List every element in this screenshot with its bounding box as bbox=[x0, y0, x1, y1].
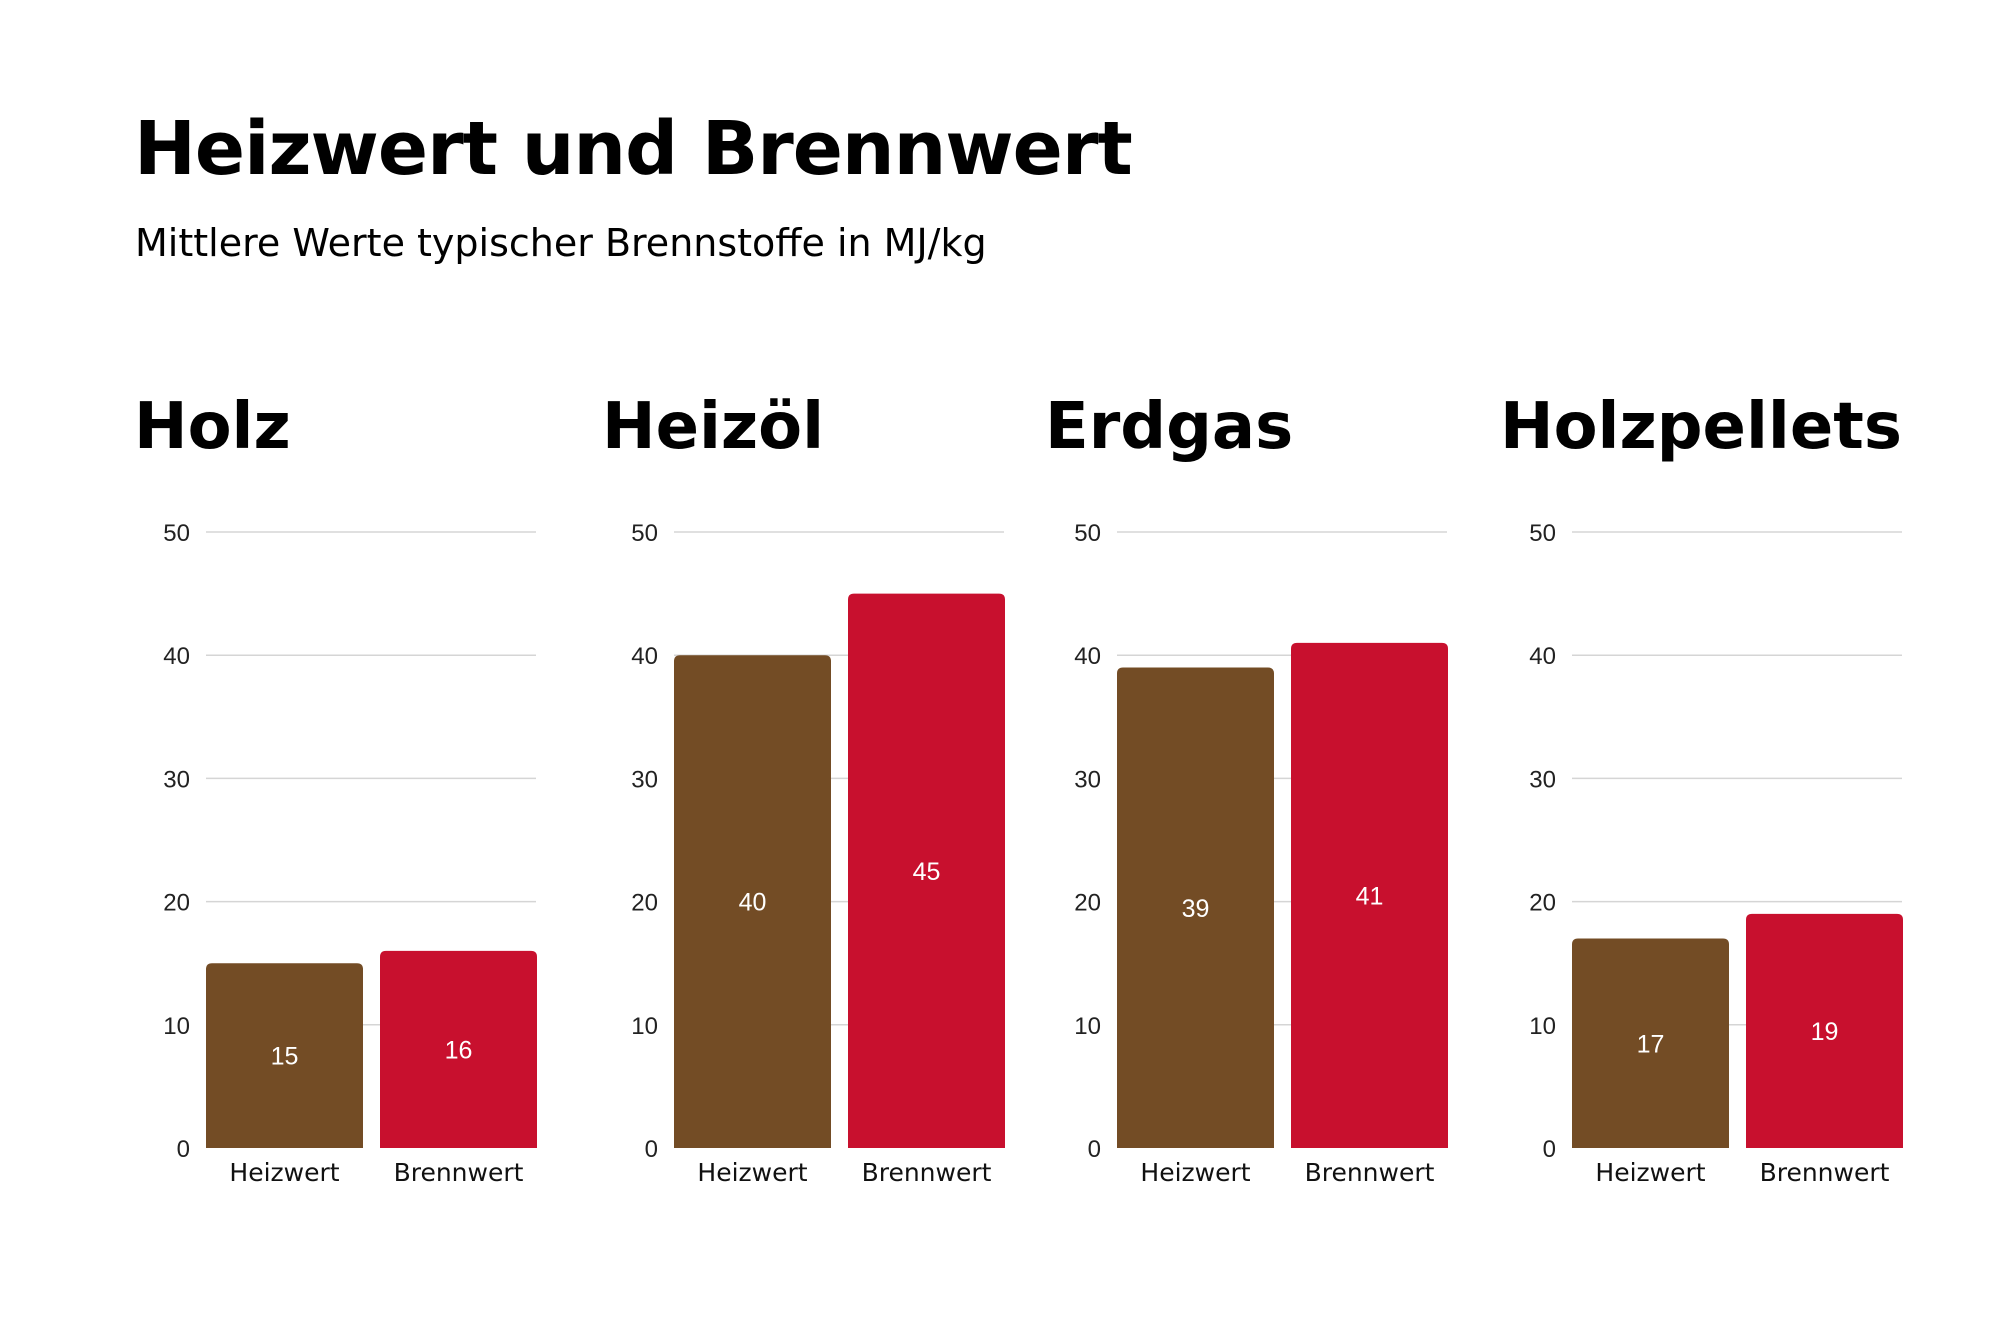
y-tick-label: 30 bbox=[1074, 766, 1101, 793]
data-label: 45 bbox=[913, 858, 941, 886]
data-label: 41 bbox=[1356, 882, 1384, 910]
chart-panel-holzpellets: Holzpellets 0 10 20 30 40 50 17 Heizwert 19 Brenn… bbox=[1500, 390, 1970, 1210]
x-category-label: Brennwert bbox=[1760, 1158, 1890, 1187]
chart-title: Erdgas bbox=[1045, 390, 1294, 464]
y-tick-label: 30 bbox=[163, 766, 190, 793]
y-tick-label: 40 bbox=[1074, 643, 1101, 670]
x-category-label: Brennwert bbox=[1305, 1158, 1435, 1187]
y-tick-label: 20 bbox=[631, 890, 658, 917]
y-tick-label: 0 bbox=[177, 1136, 190, 1163]
y-tick-label: 0 bbox=[1543, 1136, 1556, 1163]
x-category-label: Heizwert bbox=[1140, 1158, 1250, 1187]
y-tick-label: 50 bbox=[163, 520, 190, 547]
data-label: 40 bbox=[739, 889, 767, 917]
y-tick-label: 0 bbox=[645, 1136, 658, 1163]
page-title: Heizwert und Brennwert bbox=[134, 106, 1133, 192]
data-label: 15 bbox=[271, 1043, 299, 1071]
bar-brennwert bbox=[1291, 642, 1448, 1148]
bar-chart-erdgas: 0 10 20 30 40 50 39 Heizwert 41 Brennwert bbox=[1074, 520, 1448, 1187]
y-tick-label: 30 bbox=[631, 766, 658, 793]
bar-brennwert bbox=[1746, 913, 1903, 1148]
y-tick-label: 20 bbox=[1074, 890, 1101, 917]
data-label: 19 bbox=[1811, 1018, 1839, 1046]
y-tick-label: 50 bbox=[1074, 520, 1101, 547]
y-tick-label: 40 bbox=[631, 643, 658, 670]
y-tick-label: 50 bbox=[631, 520, 658, 547]
bar-heizwert bbox=[674, 655, 831, 1148]
y-tick-label: 30 bbox=[1529, 766, 1556, 793]
y-tick-label: 10 bbox=[1074, 1013, 1101, 1040]
chart-title: Holzpellets bbox=[1500, 390, 1902, 464]
y-tick-label: 40 bbox=[1529, 643, 1556, 670]
bar-heizwert bbox=[1117, 667, 1274, 1148]
y-tick-label: 0 bbox=[1088, 1136, 1101, 1163]
y-tick-label: 10 bbox=[631, 1013, 658, 1040]
x-category-label: Heizwert bbox=[229, 1158, 339, 1187]
bar-heizwert bbox=[1572, 938, 1729, 1148]
y-tick-label: 20 bbox=[1529, 890, 1556, 917]
bar-brennwert bbox=[380, 950, 537, 1148]
y-tick-label: 50 bbox=[1529, 520, 1556, 547]
chart-panel-heizoel: Heizöl 0 10 20 30 40 50 40 Heizwert 45 Brennwert bbox=[602, 390, 1072, 1210]
bar-chart-holzpellets: 0 10 20 30 40 50 17 Heizwert 19 Brennwert bbox=[1529, 520, 1903, 1187]
data-label: 17 bbox=[1637, 1030, 1665, 1058]
data-label: 16 bbox=[445, 1036, 473, 1064]
y-tick-label: 20 bbox=[163, 890, 190, 917]
x-category-label: Heizwert bbox=[1595, 1158, 1705, 1187]
chart-title: Holz bbox=[134, 390, 291, 464]
page-subtitle: Mittlere Werte typischer Brennstoffe in … bbox=[135, 221, 987, 265]
y-tick-label: 10 bbox=[1529, 1013, 1556, 1040]
bar-chart-holz: 0 10 20 30 40 50 15 Heizwert 16 Brennwert bbox=[163, 520, 537, 1187]
bar-chart-heizoel: 0 10 20 30 40 50 40 Heizwert 45 Brennwert bbox=[631, 520, 1005, 1187]
y-tick-label: 10 bbox=[163, 1013, 190, 1040]
x-category-label: Brennwert bbox=[862, 1158, 992, 1187]
chart-title: Heizöl bbox=[602, 390, 825, 464]
bar-brennwert bbox=[848, 593, 1005, 1148]
bar-heizwert bbox=[206, 963, 363, 1148]
x-category-label: Brennwert bbox=[394, 1158, 524, 1187]
y-tick-label: 40 bbox=[163, 643, 190, 670]
chart-panel-holz: Holz 0 10 20 30 40 50 15 Heizwert 16 Brennwert bbox=[134, 390, 604, 1210]
chart-panel-erdgas: Erdgas 0 10 20 30 40 50 39 Heizwert 41 Brennwert bbox=[1045, 390, 1515, 1210]
data-label: 39 bbox=[1182, 895, 1210, 923]
x-category-label: Heizwert bbox=[697, 1158, 807, 1187]
